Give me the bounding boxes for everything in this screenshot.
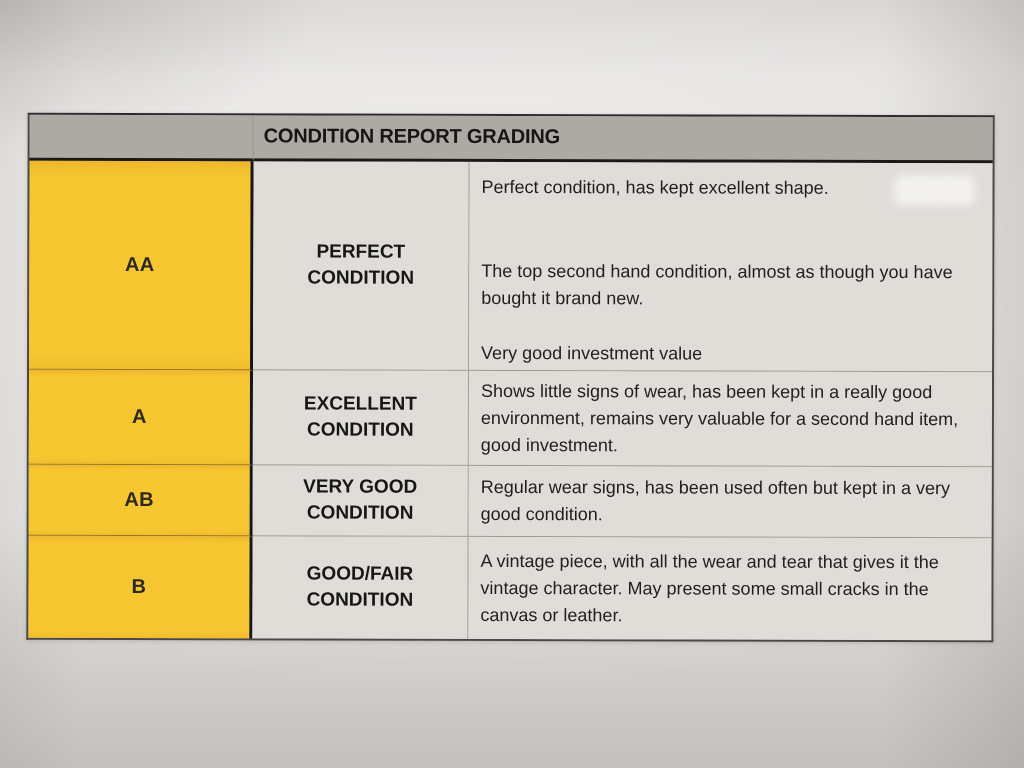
description-paragraph: A vintage piece, with all the wear and t… [480,550,939,625]
description-cell: A vintage piece, with all the wear and t… [468,536,992,641]
condition-name-line: EXCELLENT [303,393,417,415]
grade-cell: AA [29,160,254,371]
condition-name-cell: VERY GOOD CONDITION [252,465,469,537]
description-cell: Shows little signs of wear, has been kep… [468,370,993,468]
condition-name-cell: EXCELLENT CONDITION [252,370,470,466]
condition-grading-table: CONDITION REPORT GRADING AA PERFECT COND… [26,112,995,643]
condition-name-line: CONDITION [306,502,414,524]
header-spacer-cell [29,114,254,162]
grade-label: AA [125,253,155,276]
table-title: CONDITION REPORT GRADING [253,115,993,164]
description-paragraph: Regular wear signs, has been used often … [480,476,951,525]
condition-name-line: VERY GOOD [303,476,418,498]
grade-cell: B [28,535,253,639]
grade-cell: A [28,369,254,466]
condition-name-line: CONDITION [307,267,415,289]
condition-name-line: CONDITION [306,589,414,611]
grade-label: B [131,575,147,598]
description-cell: Perfect condition, has kept excellent sh… [469,161,993,373]
condition-name-cell: PERFECT CONDITION [253,161,470,371]
description-cell: Regular wear signs, has been used often … [468,465,992,539]
description-paragraph: Perfect condition, has kept excellent sh… [481,176,829,198]
condition-name-line: GOOD/FAIR [306,563,414,585]
grade-label: AB [124,488,154,511]
grade-label: A [131,405,147,428]
description-paragraph: The top second hand condition, almost as… [481,260,953,309]
condition-name-line: CONDITION [307,419,414,441]
description-paragraph: Very good investment value [481,342,703,364]
condition-name-line: PERFECT [316,241,406,263]
grade-cell: AB [28,464,253,537]
condition-name-cell: GOOD/FAIR CONDITION [252,536,469,639]
description-paragraph: Shows little signs of wear, has been kep… [480,380,959,455]
paper-sheet: CONDITION REPORT GRADING AA PERFECT COND… [26,112,995,643]
